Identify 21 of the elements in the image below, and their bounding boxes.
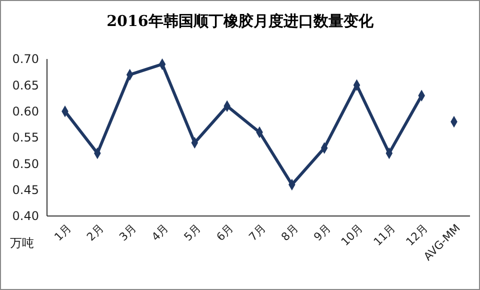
x-tick-label: 9月	[311, 222, 334, 244]
x-tick-label: 11月	[371, 222, 398, 249]
x-tick-label: 3月	[116, 222, 139, 244]
y-tick-label: 0.40	[12, 209, 39, 224]
x-tick-label: 4月	[149, 222, 172, 244]
x-tick-label: 10月	[338, 222, 366, 249]
y-tick-label: 0.45	[12, 183, 39, 198]
y-tick-label: 0.50	[12, 156, 39, 171]
y-tick-label: 0.55	[12, 130, 39, 145]
x-tick-label: 6月	[214, 222, 236, 244]
y-tick-label: 0.70	[12, 52, 39, 66]
y-axis-title: 万吨	[10, 236, 34, 250]
x-tick-label: 8月	[278, 222, 301, 244]
x-tick-label: 2月	[84, 222, 106, 244]
y-tick-label: 0.60	[12, 104, 39, 119]
x-tick-label: 5月	[182, 222, 204, 244]
x-tick-label: 1月	[52, 222, 74, 244]
chart-title: 2016年韩国顺丁橡胶月度进口数量变化	[106, 12, 374, 30]
y-tick-label: 0.65	[12, 78, 39, 92]
x-tick-label: 12月	[404, 222, 430, 249]
x-tick-label: 7月	[246, 222, 268, 244]
